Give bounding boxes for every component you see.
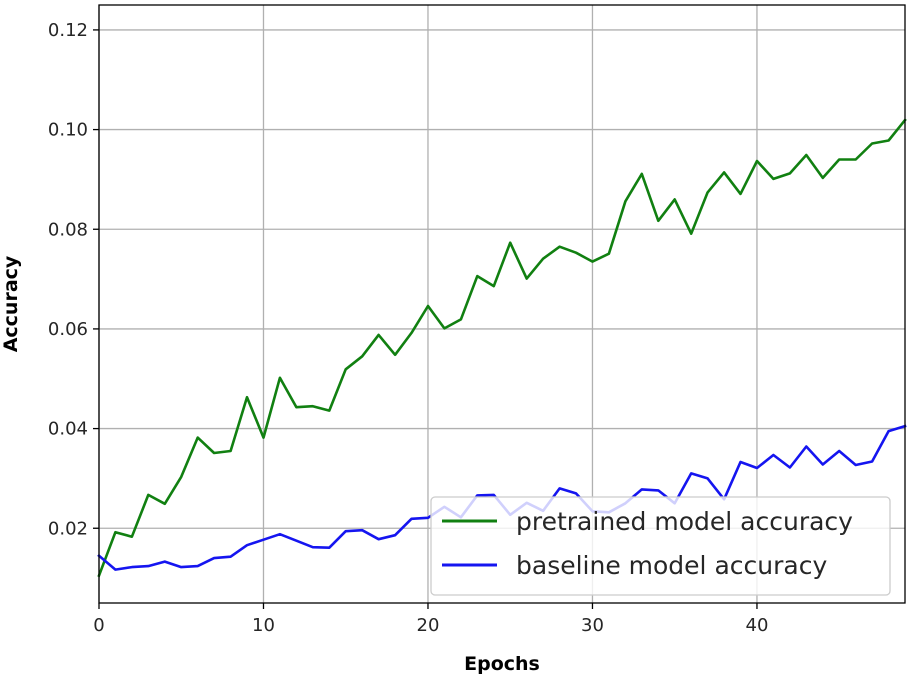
plot-frame <box>98 4 906 604</box>
y-axis-ticks: 0.02 0.04 0.06 0.08 0.10 0.12 <box>48 20 99 539</box>
y-tick-label: 0.12 <box>48 20 88 41</box>
legend-label-pretrained: pretrained model accuracy <box>516 507 853 536</box>
y-tick-label: 0.08 <box>48 219 88 240</box>
y-tick-label: 0.10 <box>48 120 88 141</box>
y-tick-label: 0.06 <box>48 319 88 340</box>
y-axis-title: Accuracy <box>0 255 22 352</box>
x-tick-label: 20 <box>417 615 440 636</box>
x-tick-label: 40 <box>746 615 769 636</box>
x-tick-label: 30 <box>581 615 604 636</box>
x-axis-title: Epochs <box>464 653 540 675</box>
y-tick-label: 0.02 <box>48 518 88 539</box>
series-line-pretrained <box>97 118 907 578</box>
y-tick-label: 0.04 <box>48 419 88 440</box>
x-tick-label: 10 <box>252 615 275 636</box>
legend: pretrained model accuracy baseline model… <box>430 496 891 596</box>
legend-box <box>430 496 891 596</box>
x-tick-label: 0 <box>93 615 104 636</box>
x-axis-ticks: 0 10 20 30 40 <box>93 603 768 636</box>
legend-label-baseline: baseline model accuracy <box>516 551 827 580</box>
